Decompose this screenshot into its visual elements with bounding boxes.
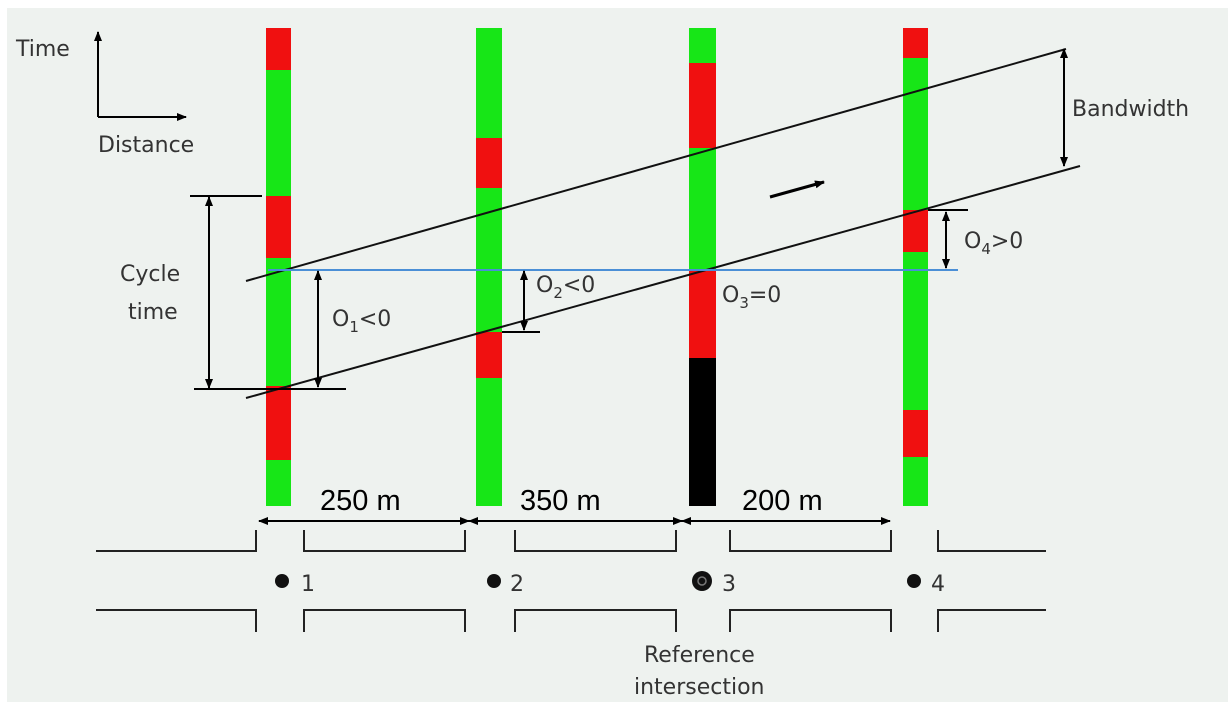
phase-3-5 — [689, 358, 716, 480]
signal-bar-2 — [476, 28, 502, 506]
phase-4-5 — [903, 410, 928, 457]
signal-bar-1 — [266, 28, 291, 506]
offset-4-label: O4>0 — [964, 229, 1023, 258]
signal-bar-3 — [689, 28, 716, 506]
phase-2-5 — [476, 378, 502, 506]
axes — [94, 31, 187, 121]
time-axis-label: Time — [15, 37, 70, 62]
phase-3-3 — [689, 148, 716, 270]
phase-4-2 — [903, 58, 928, 210]
signal-icon — [487, 574, 501, 588]
reference-intersection-label-line2: intersection — [634, 675, 765, 700]
distance-label-1-2: 250 m — [320, 485, 401, 517]
intersection-1: 1 — [275, 572, 315, 597]
phase-1-3 — [266, 196, 291, 258]
phase-4-6 — [903, 457, 928, 506]
phase-2-2 — [476, 138, 502, 188]
signal-bar-4 — [903, 28, 928, 506]
phase-2-4 — [476, 332, 502, 378]
signal-icon — [907, 574, 921, 588]
reference-signal-icon — [692, 571, 712, 591]
phase-1-2 — [266, 70, 291, 196]
intersection-number: 1 — [301, 572, 315, 597]
intersection-number: 4 — [931, 572, 945, 597]
intersection-2: 2 — [487, 572, 524, 597]
intersection-4: 4 — [907, 572, 945, 597]
phase-2-1 — [476, 28, 502, 138]
offset-3-label: O3=0 — [722, 283, 781, 312]
phase-3-6 — [689, 480, 716, 506]
distance-axis-label: Distance — [98, 133, 194, 158]
bandwidth-label: Bandwidth — [1072, 97, 1189, 122]
phase-3-2 — [689, 63, 716, 148]
intersection-number: 3 — [722, 572, 736, 597]
phase-1-5 — [266, 386, 291, 460]
cycle-time-label-line1: Cycle — [120, 262, 180, 287]
distance-label-2-3: 350 m — [520, 485, 601, 517]
intersection-3: 3 — [692, 571, 736, 597]
offset-1-label: O1<0 — [332, 307, 391, 336]
band-upper-line — [245, 48, 1067, 282]
phase-4-1 — [903, 28, 928, 58]
phase-4-4 — [903, 252, 928, 410]
phase-3-1 — [689, 28, 716, 63]
phase-1-6 — [266, 460, 291, 506]
distance-label-3-4: 200 m — [742, 485, 823, 517]
green-band — [245, 48, 1081, 399]
phase-1-4 — [266, 258, 291, 386]
offset-2-label: O2<0 — [536, 273, 595, 302]
phase-1-1 — [266, 28, 291, 70]
cycle-time-dimension — [190, 195, 346, 390]
reference-intersection-label-line1: Reference — [644, 643, 755, 668]
road — [96, 530, 1046, 632]
cycle-time-label-line2: time — [128, 300, 178, 325]
intersection-number: 2 — [510, 572, 524, 597]
direction-arrow-icon — [769, 180, 825, 199]
phase-4-3 — [903, 210, 928, 252]
phase-3-4 — [689, 270, 716, 358]
band-lower-line — [245, 165, 1081, 399]
signal-icon — [275, 574, 289, 588]
